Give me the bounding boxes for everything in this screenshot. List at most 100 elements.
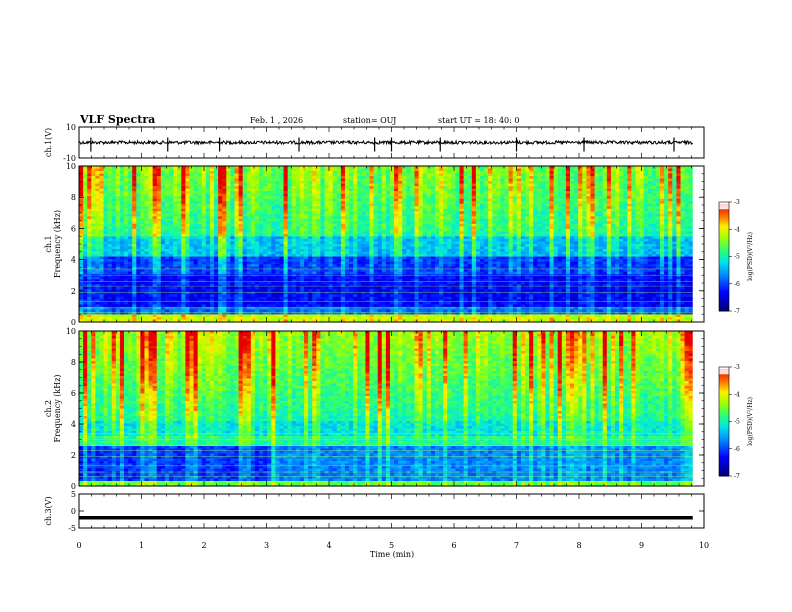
spectrogram-cell: [610, 168, 616, 172]
spectrogram-cell: [160, 176, 166, 180]
spectrogram-cell: [488, 181, 493, 185]
spectrogram-cell: [365, 173, 371, 177]
spectrogram-cell: [365, 166, 371, 170]
spectrogram-cell: [471, 173, 477, 177]
spectrogram-cell: [467, 171, 473, 175]
spectrogram-cell: [238, 178, 244, 182]
spectrogram-cell: [218, 168, 223, 172]
spectrogram-cell: [279, 166, 285, 170]
spectrogram-cell: [91, 168, 96, 172]
spectrogram-cell: [111, 181, 117, 185]
spectrogram-cell: [570, 171, 575, 175]
spectrogram-cell: [434, 171, 440, 175]
spectrogram-cell: [324, 176, 330, 180]
spectrogram-cell: [414, 171, 420, 175]
spectrogram-cell: [99, 168, 105, 172]
spectrogram-cell: [361, 176, 367, 180]
spectrogram-cell: [434, 173, 440, 177]
spectrogram-cell: [95, 181, 101, 185]
spectrogram-cell: [389, 171, 395, 175]
spectrogram-cell: [226, 171, 231, 175]
spectrogram-cell: [619, 166, 624, 170]
spectrogram-cell: [263, 176, 268, 180]
spectrogram-cell: [361, 173, 367, 177]
spectrogram-cell: [152, 168, 158, 172]
spectrogram-cell: [218, 178, 223, 182]
spectrogram-cell: [263, 173, 268, 177]
spectrogram-cell: [680, 168, 686, 172]
spectrogram-cell: [639, 171, 645, 175]
spectrogram-cell: [152, 178, 158, 182]
ch1-spec-spectrogram-cells: [79, 166, 694, 323]
spectrogram-cell: [373, 176, 379, 180]
spectrogram-cell: [136, 173, 141, 177]
spectrogram-cell: [447, 173, 452, 177]
spectrogram-cell: [484, 181, 489, 185]
spectrogram-cell: [320, 181, 326, 185]
spectrogram-cell: [79, 173, 84, 177]
spectrogram-cell: [459, 176, 465, 180]
spectrogram-cell: [541, 173, 547, 177]
spectrogram-cell: [169, 173, 174, 177]
spectrogram-cell: [95, 166, 101, 170]
spectrogram-cell: [124, 168, 129, 172]
spectrogram-cell: [639, 166, 645, 170]
spectrogram-cell: [570, 166, 575, 170]
spectrogram-cell: [83, 178, 88, 182]
spectrogram-cell: [312, 168, 317, 172]
spectrogram-cell: [246, 171, 252, 175]
spectrogram-cell: [635, 166, 641, 170]
spectrogram-cell: [443, 173, 448, 177]
spectrogram-cell: [238, 171, 244, 175]
spectrogram-cell: [254, 176, 260, 180]
spectrogram-cell: [271, 173, 276, 177]
spectrogram-cell: [238, 181, 244, 185]
spectrogram-cell: [451, 176, 457, 180]
spectrogram-cell: [267, 168, 272, 172]
spectrogram-cell: [615, 181, 620, 185]
spectrogram-cell: [635, 173, 641, 177]
spectrogram-cell: [594, 181, 600, 185]
spectrogram-cell: [209, 183, 215, 187]
spectrogram-cell: [524, 181, 530, 185]
spectrogram-cell: [144, 168, 150, 172]
spectrogram-cell: [124, 181, 129, 185]
spectrogram-cell: [463, 178, 469, 182]
spectrogram-cell: [504, 166, 510, 170]
spectrogram-cell: [79, 181, 84, 185]
spectrogram-cell: [128, 171, 133, 175]
spectrogram-cell: [434, 176, 440, 180]
spectrogram-cell: [439, 178, 444, 182]
spectrogram-cell: [246, 181, 252, 185]
spectrogram-cell: [586, 176, 592, 180]
spectrogram-cell: [263, 178, 268, 182]
spectrogram-cell: [287, 168, 293, 172]
spectrogram-cell: [369, 166, 375, 170]
spectrogram-cell: [455, 181, 461, 185]
spectrogram-cell: [484, 171, 489, 175]
spectrogram-cell: [479, 173, 485, 177]
spectrogram-cell: [242, 173, 248, 177]
spectrogram-cell: [107, 166, 113, 170]
spectrogram-cell: [627, 166, 632, 170]
spectrogram-cell: [475, 173, 481, 177]
spectrogram-cell: [582, 176, 587, 180]
spectrogram-cell: [304, 176, 309, 180]
spectrogram-cell: [529, 166, 534, 170]
spectrogram-cell: [655, 173, 661, 177]
spectrogram-cell: [222, 173, 227, 177]
spectrogram-cell: [520, 166, 526, 170]
spectrogram-cell: [394, 176, 399, 180]
spectrogram-cell: [512, 176, 518, 180]
spectrogram-cell: [263, 181, 268, 185]
spectrogram-cell: [394, 166, 399, 170]
spectrogram-cell: [529, 176, 534, 180]
spectrogram-cell: [361, 171, 367, 175]
spectrogram-cell: [222, 171, 227, 175]
start-time-label: start UT = 18: 40: 0: [438, 116, 519, 125]
spectrogram-cell: [504, 168, 510, 172]
spectrogram-cell: [479, 178, 485, 182]
spectrogram-cell: [201, 183, 207, 187]
spectrogram-cell: [492, 178, 497, 182]
spectrogram-cell: [263, 168, 268, 172]
